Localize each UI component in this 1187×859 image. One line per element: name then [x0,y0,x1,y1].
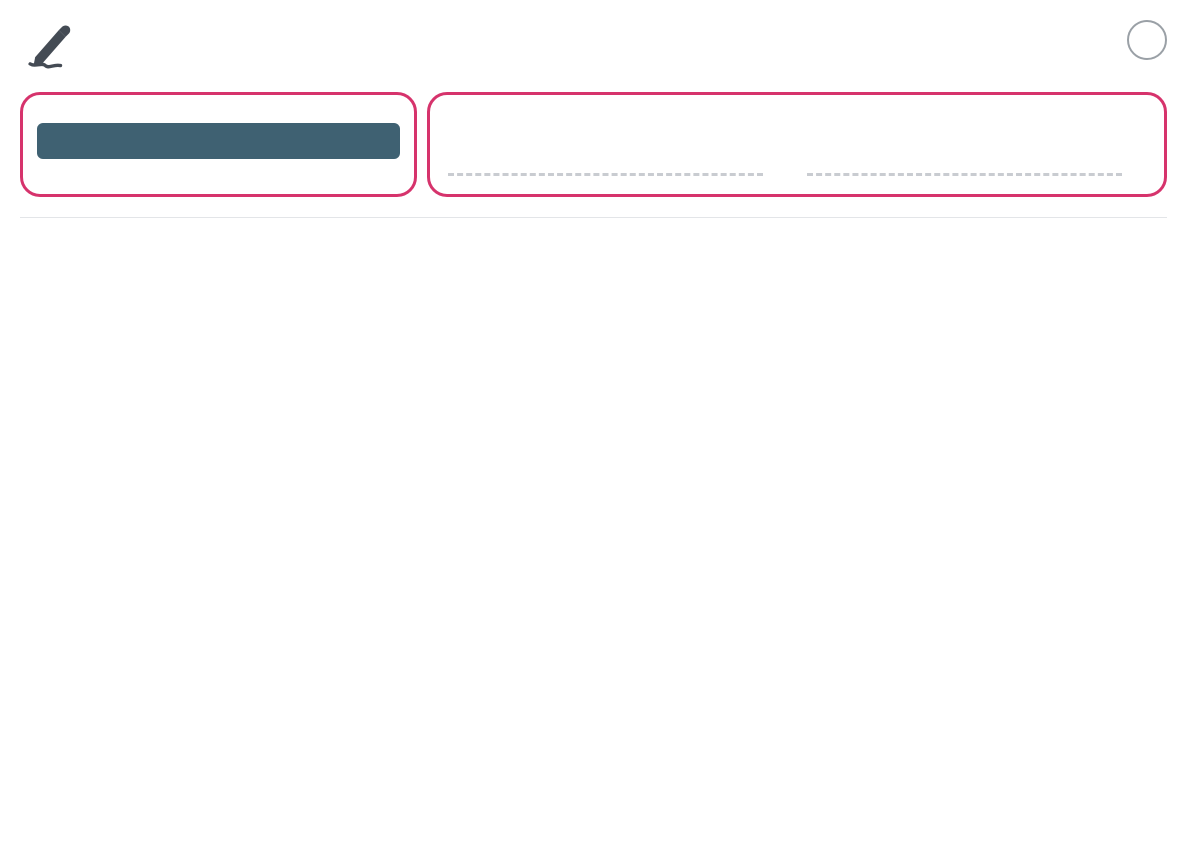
download-excel-button[interactable] [37,123,400,159]
date-to-input[interactable] [807,129,1122,176]
close-button[interactable] [1127,20,1167,60]
download-report-panel [20,92,417,197]
signature-pen-icon [20,20,74,74]
signature-usage-chart [20,217,1167,382]
header [20,20,1167,74]
chart-canvas [20,228,320,378]
date-from-input[interactable] [448,129,763,176]
clear-dates-button[interactable] [1138,149,1146,157]
controls-row [20,92,1167,197]
time-period-panel [427,92,1167,197]
arrow-right-icon [779,149,791,157]
